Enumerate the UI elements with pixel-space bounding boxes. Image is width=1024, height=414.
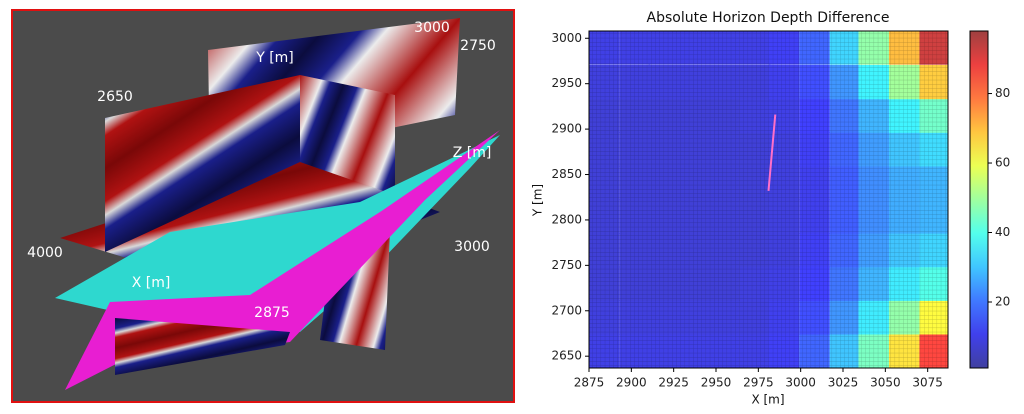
colorbar-tick-label: 80	[995, 86, 1010, 100]
y-axis-label: Y [m]	[531, 184, 545, 217]
colorbar-tick-label: 20	[995, 294, 1010, 308]
x-tick-label: 2950	[701, 376, 732, 390]
tick-label: 4000	[27, 245, 63, 261]
x-tick-label: 2925	[658, 376, 689, 390]
colorbar	[970, 31, 988, 368]
y-tick-label: 2950	[551, 76, 582, 90]
y-tick-label: 2650	[551, 349, 582, 363]
tick-label: 2750	[460, 38, 496, 54]
x-tick-label: 2975	[743, 376, 774, 390]
x-tick-label: 2900	[616, 376, 647, 390]
page: Y [m] 3000 2750 2650 Z [m] 4000 X [m] 30…	[0, 0, 1024, 410]
chart-title: Absolute Horizon Depth Difference	[647, 10, 890, 26]
x-tick-label: 3075	[912, 376, 943, 390]
colorbar-tick-label: 60	[995, 156, 1010, 170]
colorbar-tick-label: 40	[995, 225, 1010, 239]
tick-label: 3000	[414, 20, 450, 36]
x-tick-label: 3050	[870, 376, 901, 390]
y-tick-label: 2900	[551, 122, 582, 136]
axis-label: Y [m]	[255, 50, 294, 66]
tick-label: 2650	[97, 89, 133, 105]
tick-label: 3000	[454, 239, 490, 255]
y-tick-label: 2850	[551, 167, 582, 181]
y-tick-label: 3000	[551, 31, 582, 45]
x-tick-label: 3025	[828, 376, 859, 390]
axis-label: Z [m]	[453, 145, 492, 161]
x-tick-label: 3000	[785, 376, 816, 390]
x-axis-label: X [m]	[751, 393, 784, 407]
mesh	[589, 31, 948, 368]
scene-panel: Y [m] 3000 2750 2650 Z [m] 4000 X [m] 30…	[12, 10, 514, 402]
x-tick-label: 2875	[574, 376, 605, 390]
axis-label: X [m]	[132, 275, 171, 291]
y-tick-label: 2800	[551, 212, 582, 226]
y-tick-label: 2750	[551, 258, 582, 272]
tick-label: 2875	[254, 305, 290, 321]
figure: Y [m] 3000 2750 2650 Z [m] 4000 X [m] 30…	[0, 0, 1024, 410]
y-tick-label: 2700	[551, 303, 582, 317]
